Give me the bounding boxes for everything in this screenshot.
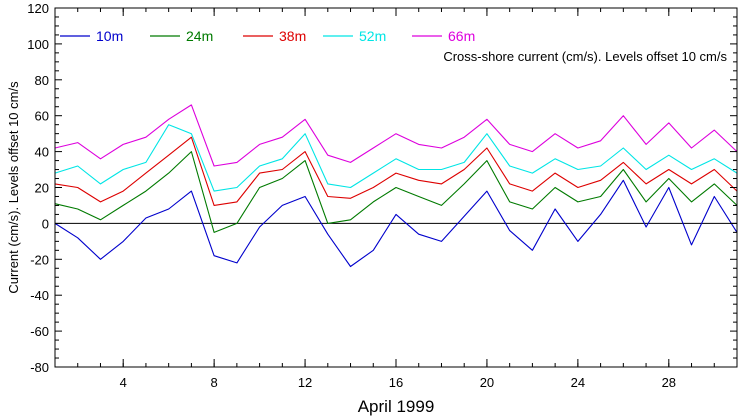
series-line-24m — [54, 151, 738, 233]
x-tick-label: 28 — [662, 375, 676, 390]
y-tick-label: 40 — [35, 145, 49, 160]
axes-layer: -80 -60 -40 -20 0 20 40 60 80 100 120 4 8 12 16 20 24 28 — [27, 1, 738, 390]
y-tick-label: 120 — [27, 1, 49, 16]
series-line-38m — [54, 136, 738, 206]
plot-data-layer — [54, 104, 738, 268]
x-tick-label: 12 — [298, 375, 312, 390]
legend-label-10m: 10m — [96, 28, 123, 44]
legend-label-66m: 66m — [448, 28, 475, 44]
y-tick-label: -60 — [30, 324, 49, 339]
legend-label-24m: 24m — [186, 28, 213, 44]
x-tick-label: 4 — [120, 375, 127, 390]
x-tick-label: 24 — [571, 375, 585, 390]
x-tick-label: 8 — [211, 375, 218, 390]
legend-label-52m: 52m — [359, 28, 386, 44]
x-axis-label: April 1999 — [358, 397, 435, 416]
series-line-10m — [54, 179, 738, 268]
x-tick-label: 16 — [389, 375, 403, 390]
y-tick-label: 80 — [35, 73, 49, 88]
series-line-66m — [54, 104, 738, 167]
x-tick-label: 20 — [480, 375, 494, 390]
y-tick-label: -40 — [30, 288, 49, 303]
legend: 10m 24m 38m 52m 66m — [60, 28, 475, 44]
legend-label-38m: 38m — [279, 28, 306, 44]
y-tick-label: -80 — [30, 360, 49, 375]
y-tick-label: 100 — [27, 37, 49, 52]
y-tick-label: 20 — [35, 181, 49, 196]
y-tick-label: 60 — [35, 109, 49, 124]
y-tick-label: -20 — [30, 252, 49, 267]
chart-annotation: Cross-shore current (cm/s). Levels offse… — [443, 49, 727, 64]
y-tick-label: 0 — [42, 216, 49, 231]
series-line-52m — [54, 124, 738, 192]
y-axis-label: Current (cm/s). Levels offset 10 cm/s — [6, 81, 21, 294]
